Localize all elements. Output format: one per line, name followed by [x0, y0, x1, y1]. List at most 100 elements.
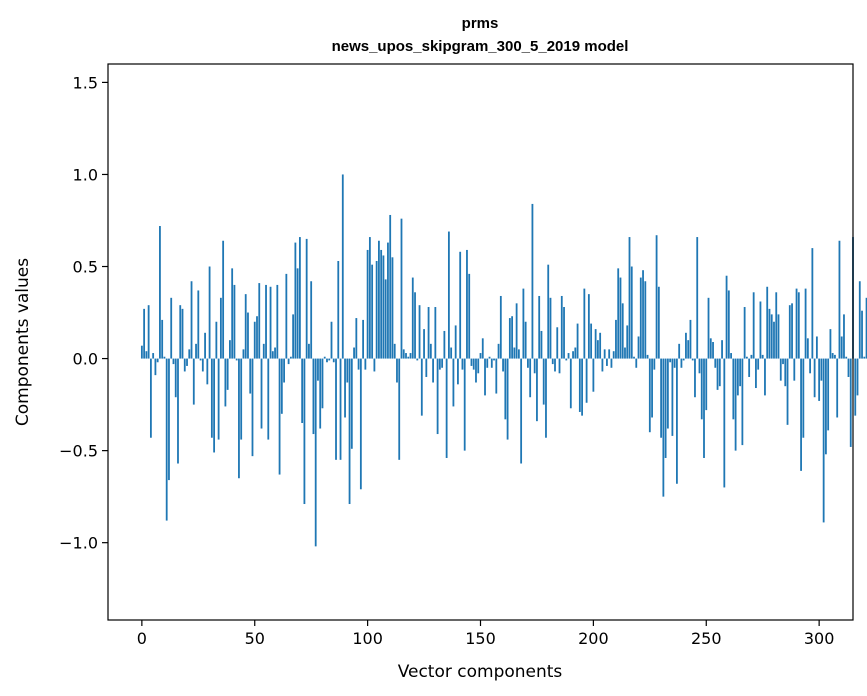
y-axis-label: Components values	[13, 258, 33, 426]
bar-component-147	[472, 358, 475, 370]
bar-component-231	[662, 358, 665, 497]
bar-component-247	[698, 358, 701, 374]
bar-component-80	[321, 358, 324, 409]
bar-component-256	[718, 358, 721, 387]
bar-component-79	[319, 358, 322, 429]
bar-component-51	[256, 316, 258, 359]
bar-component-13	[170, 297, 173, 359]
bar-component-154	[488, 356, 491, 359]
bar-component-67	[292, 314, 295, 359]
bar-component-152	[484, 358, 486, 396]
bar-component-294	[804, 288, 807, 359]
bar-component-16	[177, 358, 179, 464]
bar-component-176	[538, 295, 541, 359]
y-axis: 1.5 1.0 0.5 0.0 −0.5 −1.0	[59, 73, 108, 553]
bar-component-34	[217, 358, 220, 440]
bar-component-271	[752, 292, 755, 359]
bar-component-25	[197, 290, 200, 359]
bar-component-160	[502, 358, 504, 372]
bar-component-283	[779, 358, 782, 381]
bar-component-149	[477, 358, 480, 374]
bar-component-74	[308, 343, 310, 359]
bar-component-92	[348, 358, 351, 505]
bar-component-66	[289, 356, 292, 359]
bar-component-124	[420, 358, 423, 416]
bar-component-215	[626, 325, 629, 359]
bar-component-129	[432, 358, 434, 383]
bar-component-217	[630, 266, 633, 359]
bar-component-187	[563, 307, 565, 359]
bar-component-234	[669, 358, 672, 363]
bar-component-206	[606, 358, 608, 366]
bar-component-303	[825, 358, 827, 455]
bar-component-14	[172, 358, 175, 365]
bar-component-189	[567, 353, 570, 359]
bar-component-39	[229, 340, 231, 359]
bar-component-40	[231, 268, 234, 359]
bar-component-277	[766, 286, 769, 359]
bar-component-85	[332, 358, 335, 363]
bar-component-235	[671, 358, 674, 436]
bar-component-305	[829, 329, 832, 359]
bar-component-314	[849, 358, 852, 447]
bar-component-137	[450, 347, 453, 359]
bar-component-59	[274, 347, 276, 359]
bar-component-260	[727, 290, 730, 359]
bar-component-112	[393, 343, 396, 359]
bar-component-173	[531, 203, 534, 359]
bar-component-266	[741, 358, 744, 446]
bar-component-273	[757, 358, 760, 370]
bar-component-233	[666, 358, 669, 429]
chart-title: prms	[462, 15, 499, 32]
bar-component-177	[540, 330, 543, 359]
bar-component-30	[208, 266, 211, 359]
bar-component-142	[461, 358, 464, 370]
bar-component-153	[486, 358, 489, 368]
bar-component-31	[210, 358, 213, 438]
x-tick-label: 200	[578, 629, 609, 648]
bar-component-191	[572, 351, 574, 359]
bar-component-291	[797, 292, 800, 359]
bar-component-268	[745, 356, 748, 359]
bar-component-68	[294, 242, 297, 359]
bar-component-44	[240, 358, 243, 440]
bar-component-301	[820, 358, 823, 381]
bar-component-10	[163, 356, 166, 359]
bar-component-47	[247, 312, 249, 359]
bar-component-52	[258, 283, 261, 359]
bar-component-202	[596, 340, 599, 359]
bar-component-171	[527, 358, 529, 368]
bar-component-106	[380, 249, 383, 359]
bar-component-41	[233, 284, 236, 359]
bar-component-50	[253, 321, 256, 359]
bar-component-83	[328, 358, 331, 361]
bar-component-57	[269, 286, 272, 359]
bar-component-164	[511, 316, 514, 359]
bar-component-54	[262, 343, 265, 359]
bar-component-61	[278, 358, 281, 475]
bar-component-237	[676, 358, 678, 484]
bar-component-246	[696, 237, 699, 359]
bar-component-261	[730, 353, 732, 359]
bar-component-37	[224, 358, 227, 407]
bar-component-179	[545, 358, 547, 438]
bar-component-121	[414, 292, 416, 359]
bar-component-298	[813, 358, 816, 398]
bar-component-180	[547, 264, 550, 359]
bar-component-289	[793, 358, 796, 381]
bar-component-62	[280, 358, 283, 414]
bar-component-35	[219, 297, 222, 359]
bar-component-238	[678, 343, 681, 359]
bar-component-144	[466, 249, 468, 359]
bar-component-236	[673, 358, 676, 368]
bar-component-91	[346, 358, 349, 383]
bar-component-94	[353, 347, 355, 359]
bar-component-161	[504, 358, 507, 420]
bar-component-135	[445, 358, 448, 458]
bar-component-201	[594, 329, 597, 359]
bar-component-188	[565, 358, 568, 361]
bar-component-155	[490, 358, 493, 368]
bar-component-275	[761, 354, 764, 359]
bar-component-90	[344, 358, 346, 418]
